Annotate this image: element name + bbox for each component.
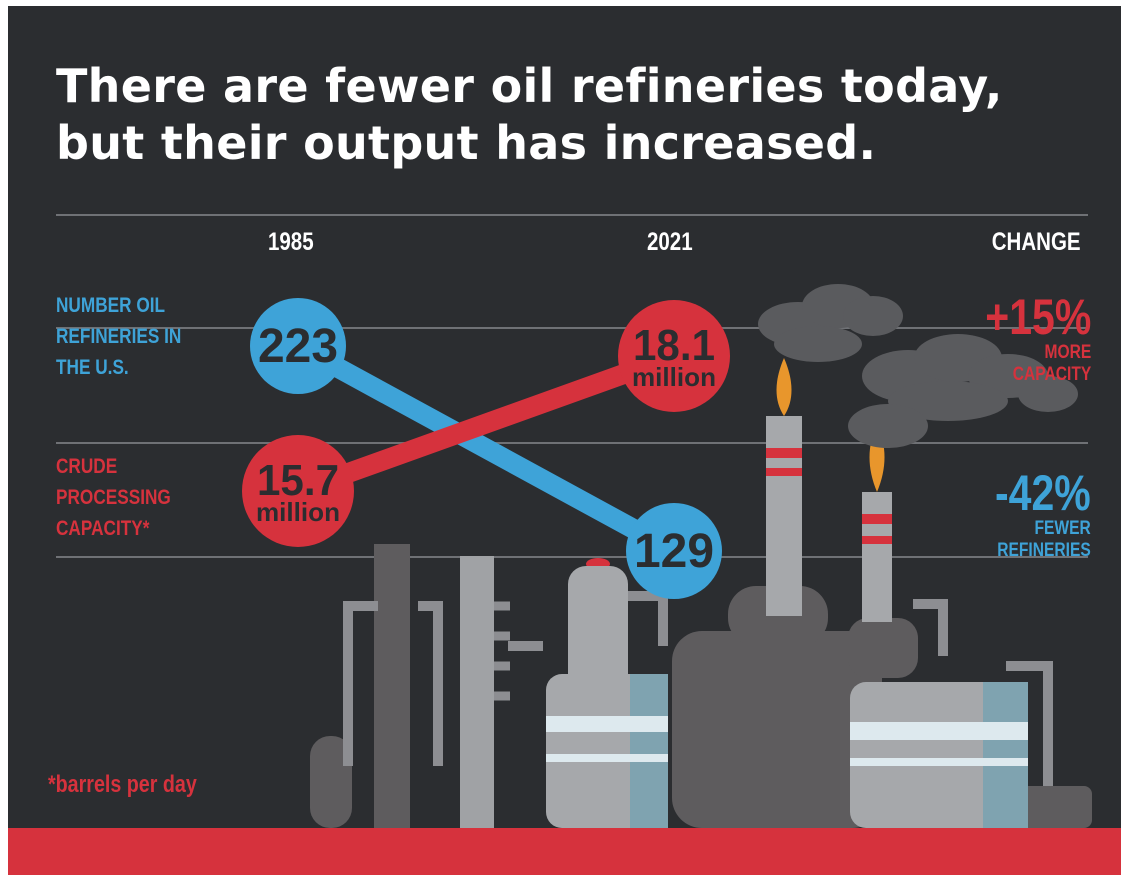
change-capacity: +15% MORE CAPACITY bbox=[985, 292, 1091, 386]
data-point-0-0 bbox=[250, 298, 346, 394]
change-capacity-line-2: CAPACITY bbox=[1012, 364, 1091, 385]
data-point-1-1 bbox=[618, 300, 730, 412]
data-unit-label-1-1: million bbox=[632, 362, 716, 392]
change-capacity-value: +15% bbox=[984, 289, 1091, 345]
title: There are fewer oil refineries today, bu… bbox=[56, 58, 1003, 172]
footnote: *barrels per day bbox=[48, 771, 197, 798]
title-line-1: There are fewer oil refineries today, bbox=[56, 59, 1003, 113]
change-capacity-line-1: MORE bbox=[1044, 342, 1091, 363]
data-label-0-1: 129 bbox=[634, 525, 714, 578]
data-label-0-0: 223 bbox=[258, 320, 338, 373]
change-refineries-line-1: FEWER bbox=[1034, 518, 1091, 539]
change-refineries-value: -42% bbox=[995, 465, 1091, 521]
series-line-0 bbox=[288, 336, 684, 561]
infographic: There are fewer oil refineries today, bu… bbox=[8, 6, 1121, 875]
divider-top bbox=[56, 214, 1088, 216]
column-header-2021: 2021 bbox=[647, 228, 693, 256]
row-label-refineries: NUMBER OIL REFINERIES IN THE U.S. bbox=[56, 290, 181, 383]
bottom-bar bbox=[8, 828, 1121, 875]
data-label-1-0: 15.7 bbox=[257, 456, 339, 505]
change-refineries: -42% FEWER REFINERIES bbox=[995, 468, 1091, 562]
row-label-refineries-line-2: REFINERIES IN bbox=[56, 325, 182, 348]
title-line-2: but their output has increased. bbox=[56, 116, 877, 170]
column-header-1985: 1985 bbox=[268, 228, 314, 256]
data-unit-label-1-0: million bbox=[256, 497, 340, 527]
divider-row-2 bbox=[56, 556, 1088, 558]
row-label-refineries-line-1: NUMBER OIL bbox=[56, 294, 166, 317]
change-refineries-line-2: REFINERIES bbox=[997, 540, 1091, 561]
data-label-1-1: 18.1 bbox=[633, 321, 715, 370]
row-label-capacity-line-3: CAPACITY* bbox=[56, 517, 150, 540]
row-label-refineries-line-3: THE U.S. bbox=[56, 356, 129, 379]
row-label-capacity-line-1: CRUDE bbox=[56, 455, 118, 478]
data-point-0-1 bbox=[626, 503, 722, 599]
row-label-capacity: CRUDE PROCESSING CAPACITY* bbox=[56, 451, 171, 544]
data-point-1-0 bbox=[242, 435, 354, 547]
column-header-change: CHANGE bbox=[991, 228, 1081, 256]
divider-middle bbox=[56, 442, 1088, 444]
series-line-1 bbox=[288, 346, 684, 501]
row-label-capacity-line-2: PROCESSING bbox=[56, 486, 171, 509]
divider-row-1 bbox=[56, 327, 1088, 329]
